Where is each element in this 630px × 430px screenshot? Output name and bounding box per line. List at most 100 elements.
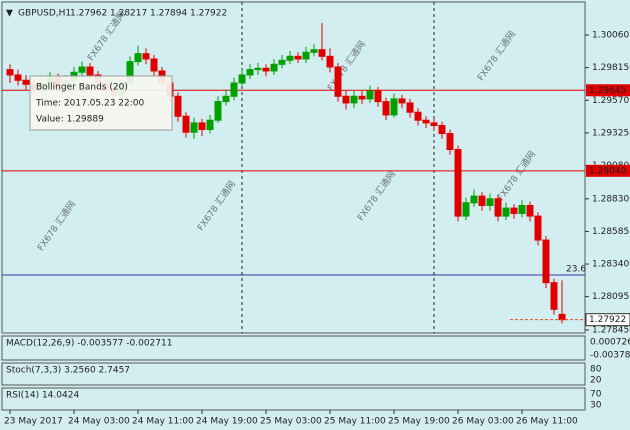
candle-body — [358, 95, 366, 100]
indicator-label: RSI(14) 14.0424 — [6, 391, 79, 401]
price-label: 1.29645 — [589, 86, 626, 96]
candle-body — [6, 69, 14, 76]
indicator-label: MACD(12,26,9) -0.003577 -0.002711 — [6, 339, 172, 349]
indicator-tick-label: 20 — [590, 376, 602, 386]
candle-body — [222, 95, 230, 103]
candle-body — [262, 67, 270, 72]
bar-open: 1.27962 — [70, 9, 107, 19]
symbol: GBPUSD,H1 — [18, 9, 71, 19]
rsi-panel — [1, 387, 586, 411]
candle-body — [446, 133, 454, 151]
indicator-tick-label: 80 — [590, 365, 602, 375]
candle-body — [454, 149, 462, 217]
candle-body — [278, 59, 286, 65]
candle-body — [462, 202, 470, 217]
y-tick-label: 1.27845 — [592, 325, 629, 335]
y-tick-label: 1.29570 — [592, 96, 629, 106]
candle-body — [534, 215, 542, 241]
candle-body — [382, 101, 390, 116]
indicator-tick-label: 0.000726 — [590, 338, 630, 348]
candle-body — [318, 49, 326, 57]
y-tick-label: 1.28830 — [592, 194, 629, 204]
candle-body — [302, 51, 310, 60]
candle-body — [478, 195, 486, 206]
stoch-panel — [1, 362, 586, 386]
tooltip-title: Bollinger Bands (20) — [36, 83, 128, 93]
bar-close: 1.27922 — [190, 9, 227, 19]
candle-body — [150, 58, 158, 72]
x-tick-label: 26 May 03:00 — [452, 417, 514, 427]
candle-body — [326, 55, 334, 68]
candle-body — [486, 198, 494, 206]
candle-body — [494, 198, 502, 217]
price-label-box — [586, 164, 630, 177]
candle-body — [174, 95, 182, 117]
tooltip-value: Value: 1.29889 — [36, 115, 104, 125]
candle-body — [334, 66, 342, 97]
candle-body — [286, 55, 294, 61]
candle-body — [518, 204, 526, 214]
x-tick-label: 24 May 11:00 — [132, 417, 194, 427]
symbol-icon: ▼ — [6, 9, 13, 19]
x-tick-label: 25 May 03:00 — [260, 417, 322, 427]
candle-body — [374, 90, 382, 103]
candle-body — [366, 90, 374, 100]
candle-body — [246, 69, 254, 76]
candle-body — [526, 204, 534, 217]
candle-body — [14, 74, 22, 81]
tooltip-box — [29, 75, 173, 131]
candle-body — [430, 122, 438, 127]
candle-body — [438, 125, 446, 135]
candle-body — [470, 195, 478, 204]
indicator-tick-label: 30 — [590, 401, 602, 411]
candle-body — [134, 53, 142, 63]
candle-body — [198, 122, 206, 131]
candle-body — [22, 79, 30, 85]
indicator-tick-label: -0.003782 — [590, 351, 630, 361]
price-label: 1.27922 — [589, 315, 626, 325]
candle-body — [558, 313, 566, 321]
bar-high: 1.28217 — [110, 9, 147, 19]
candle-body — [414, 111, 422, 121]
candle-body — [182, 115, 190, 133]
candle-body — [550, 282, 558, 310]
y-tick-label: 1.28095 — [592, 292, 629, 302]
candle-body — [342, 95, 350, 104]
x-tick-label: 24 May 19:00 — [196, 417, 258, 427]
y-tick-label: 1.29815 — [592, 63, 629, 73]
indicator-label: Stoch(7,3,3) 3.2560 2.7457 — [6, 366, 130, 376]
candle-body — [142, 53, 150, 60]
candle-body — [190, 122, 198, 133]
bar-low: 1.27894 — [150, 9, 187, 19]
x-tick-label: 25 May 11:00 — [324, 417, 386, 427]
x-tick-label: 25 May 19:00 — [388, 417, 450, 427]
y-tick-label: 1.28585 — [592, 227, 629, 237]
candle-body — [350, 95, 358, 104]
x-tick-label: 24 May 03:00 — [68, 417, 130, 427]
candle-body — [254, 67, 262, 71]
candle-body — [206, 119, 214, 131]
candle-body — [310, 49, 318, 53]
candle-body — [406, 102, 414, 113]
candle-body — [270, 63, 278, 72]
candle-body — [398, 98, 406, 104]
header: ▼ GBPUSD,H1 1.27962 1.28217 1.27894 1.27… — [6, 9, 227, 19]
y-tick-label: 1.30060 — [592, 31, 629, 41]
candle-body — [238, 74, 246, 84]
candle-body — [390, 98, 398, 116]
macd-panel — [1, 335, 586, 361]
candle-body — [230, 82, 238, 97]
candle-body — [510, 207, 518, 214]
candle-body — [502, 207, 510, 217]
x-tick-label: 26 May 11:00 — [516, 417, 578, 427]
y-tick-label: 1.28340 — [592, 260, 629, 270]
candle-body — [422, 119, 430, 124]
tooltip-time: Time: 2017.05.23 22:00 — [35, 99, 145, 109]
price-label-box — [585, 313, 630, 327]
level-label: 23.6 — [566, 264, 586, 274]
price-label: 1.29040 — [589, 166, 626, 176]
candle-body — [542, 239, 550, 284]
candle-body — [86, 66, 94, 76]
